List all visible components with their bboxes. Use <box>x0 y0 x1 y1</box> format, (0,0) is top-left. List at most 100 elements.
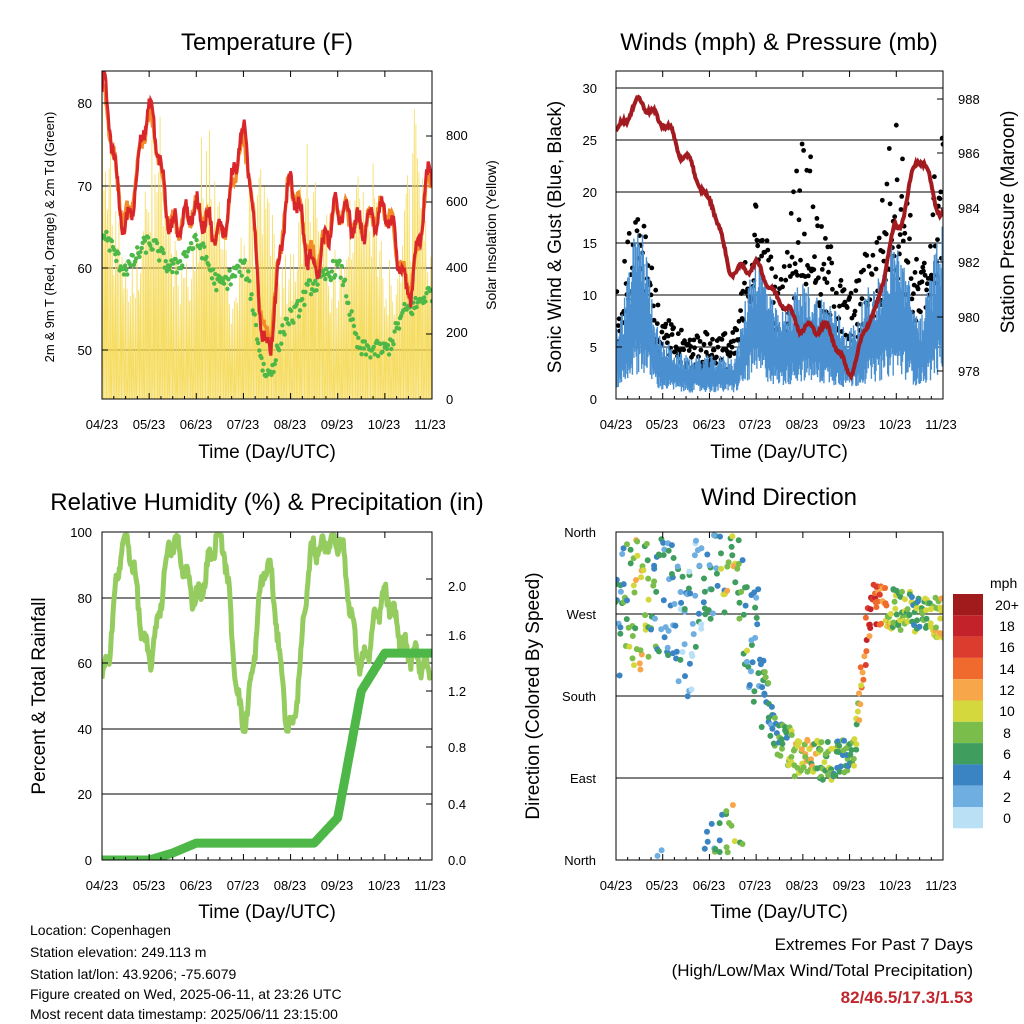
wind-direction-point <box>698 621 705 628</box>
wind-direction-point <box>768 703 775 710</box>
wind-direction-xtick: 06/23 <box>693 878 726 893</box>
wind-direction-point <box>752 604 759 611</box>
gust-point <box>807 168 813 174</box>
humidity-gridlines <box>102 597 432 795</box>
gust-point <box>848 290 854 296</box>
dewpoint-point <box>193 232 198 238</box>
wind-direction-point <box>624 541 630 548</box>
humidity-xtick: 05/23 <box>133 878 166 893</box>
wind-direction-point <box>750 698 757 705</box>
dewpoint-point <box>328 277 333 283</box>
gust-point <box>893 122 899 128</box>
dewpoint-point <box>351 323 357 329</box>
dewpoint-point <box>247 278 252 284</box>
wind-direction-point <box>914 598 921 605</box>
winds-xticks: 04/23 05/23 06/23 07/23 08/23 09/23 10/2… <box>600 417 957 432</box>
wind-direction-point <box>632 625 639 632</box>
gust-point <box>842 299 848 305</box>
gust-point <box>805 273 811 279</box>
dewpoint-point <box>413 295 418 301</box>
dewpoint-point <box>361 346 366 351</box>
wind-direction-point <box>701 845 708 852</box>
dewpoint-point <box>314 288 319 293</box>
wind-direction-point <box>895 622 902 629</box>
wind-direction-point <box>850 755 857 762</box>
legend-swatch <box>953 785 983 807</box>
wind-direction-point <box>817 746 824 753</box>
dewpoint-point <box>330 258 336 264</box>
dewpoint-point <box>116 251 121 256</box>
gust-point <box>675 331 681 337</box>
gust-point <box>798 257 803 263</box>
dewpoint-point <box>386 352 392 357</box>
wind-direction-point <box>665 547 672 554</box>
legend-swatch <box>953 721 983 744</box>
wind-direction-point <box>739 841 746 847</box>
gust-point <box>752 232 757 238</box>
wind-direction-point <box>759 684 766 691</box>
wind-direction-point <box>853 741 860 748</box>
gust-point <box>666 318 672 323</box>
wind-direction-point <box>761 669 768 675</box>
wind-direction-point <box>713 565 720 572</box>
wind-direction-point <box>859 669 866 676</box>
dewpoint-point <box>315 282 320 287</box>
gust-point <box>692 345 697 351</box>
gust-point <box>829 260 835 266</box>
wind-direction-point <box>808 756 814 763</box>
gust-point <box>787 263 792 269</box>
winds-xtick: 11/23 <box>925 417 957 432</box>
wind-direction-point <box>643 540 650 547</box>
gust-point <box>932 174 937 180</box>
wind-direction-point <box>906 611 913 618</box>
winds-xtick: 05/23 <box>646 417 679 432</box>
wind-direction-point <box>751 589 758 596</box>
wind-direction-point <box>875 598 882 605</box>
dewpoint-point <box>308 292 314 297</box>
wind-direction-title: Wind Direction <box>701 484 857 511</box>
dewpoint-point <box>248 296 253 302</box>
winds-ytick-10: 10 <box>583 288 597 303</box>
wind-direction-point <box>629 655 636 662</box>
gust-point <box>908 276 914 281</box>
wind-direction-point <box>744 647 750 654</box>
winds-plot-area <box>616 94 943 393</box>
wind-direction-point <box>701 575 707 582</box>
dewpoint-point <box>305 282 310 287</box>
legend-label: 18 <box>999 618 1015 634</box>
extremes-values: 82/46.5/17.3/1.53 <box>840 988 973 1007</box>
wind-direction-point <box>698 625 705 632</box>
wind-direction-point <box>713 570 720 577</box>
dewpoint-point <box>429 299 432 304</box>
wind-direction-xtick: 07/23 <box>739 878 772 893</box>
wind-direction-point <box>767 732 774 739</box>
wind-direction-point <box>779 740 786 747</box>
wind-direction-point <box>629 633 636 639</box>
dewpoint-point <box>214 288 219 293</box>
dewpoint-point <box>342 277 348 282</box>
wind-direction-xtick: 11/23 <box>925 878 957 893</box>
wind-direction-point <box>731 838 738 845</box>
dewpoint-point <box>272 361 277 367</box>
wind-direction-point <box>867 606 874 613</box>
gust-point <box>874 240 880 245</box>
wind-direction-xtick: 08/23 <box>786 878 819 893</box>
wind-direction-point <box>679 649 686 655</box>
dewpoint-point <box>104 229 109 235</box>
solar-ytick-200: 200 <box>446 325 468 340</box>
dewpoint-point <box>333 273 338 278</box>
dewpoint-point <box>163 259 168 264</box>
gust-point <box>797 188 803 194</box>
wind-direction-point <box>729 552 736 559</box>
gust-point <box>853 288 859 293</box>
wind-direction-point <box>624 597 630 604</box>
wind-direction-point <box>933 624 939 631</box>
wind-direction-point <box>738 588 745 595</box>
humidity-ytick-60: 60 <box>78 656 92 671</box>
gust-point <box>896 244 901 250</box>
temperature-xtick: 05/23 <box>133 417 166 432</box>
wind-direction-point <box>660 539 667 546</box>
wind-direction-point <box>668 542 675 549</box>
dewpoint-point <box>150 247 155 252</box>
